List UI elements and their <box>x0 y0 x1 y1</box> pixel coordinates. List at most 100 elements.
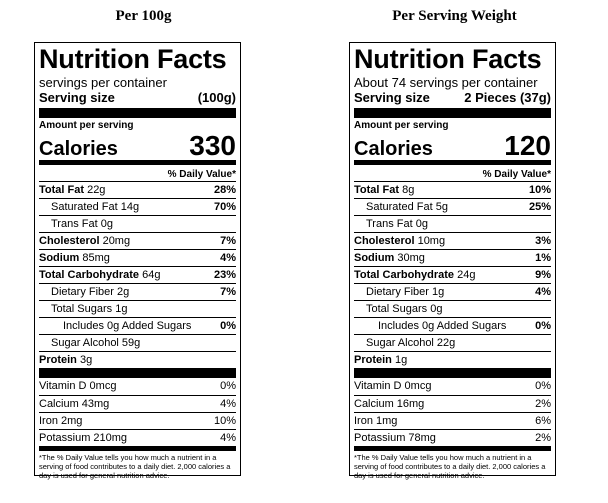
nutrient-name: Total Sugars 0g <box>366 303 443 315</box>
serving-size-value: 2 Pieces (37g) <box>464 90 551 105</box>
nutrient-row-total-sugars: Total Sugars 0g <box>354 300 551 317</box>
nutrient-row-added-sugars: Includes 0g Added Sugars 0% <box>39 317 236 334</box>
serving-size-row: Serving size 2 Pieces (37g) <box>354 90 551 105</box>
vitamin-row-vitamin-d: Vitamin D 0mcg 0% <box>354 378 551 395</box>
nutrient-row-saturated-fat: Saturated Fat 14g 70% <box>39 198 236 215</box>
nutrient-row-cholesterol: Cholesterol 10mg 3% <box>354 232 551 249</box>
vitamin-name: Iron 1mg <box>354 415 398 427</box>
calories-value: 330 <box>189 130 236 161</box>
nutrition-facts-title: Nutrition Facts <box>39 44 227 74</box>
daily-value-header: % Daily Value* <box>482 169 551 180</box>
nutrient-amount: 30mg <box>394 252 425 264</box>
nutrition-label-per-100g: Nutrition Facts servings per container S… <box>34 42 241 480</box>
nutrient-name: Protein <box>39 354 77 366</box>
serving-size-row: Serving size (100g) <box>39 90 236 105</box>
nutrient-row-sodium: Sodium 85mg 4% <box>39 249 236 266</box>
daily-value-header: % Daily Value* <box>167 169 236 180</box>
nutrient-dv: 10% <box>528 184 551 196</box>
nutrient-row-dietary-fiber: Dietary Fiber 1g 4% <box>354 283 551 300</box>
thick-divider <box>354 368 551 378</box>
calories-row: Calories 330 <box>39 130 236 161</box>
amount-per-serving: Amount per serving <box>39 120 134 131</box>
nutrient-row-total-sugars: Total Sugars 1g <box>39 300 236 317</box>
vitamin-name: Vitamin D 0mcg <box>39 380 117 392</box>
nutrient-row-dietary-fiber: Dietary Fiber 2g 7% <box>39 283 236 300</box>
nutrient-dv: 23% <box>213 269 236 281</box>
nutrient-amount: 10mg <box>414 235 446 247</box>
vitamin-dv: 4% <box>220 398 236 410</box>
vitamin-dv: 0% <box>220 380 236 392</box>
nutrient-row-saturated-fat: Saturated Fat 5g 25% <box>354 198 551 215</box>
nutrient-name: Includes 0g Added Sugars <box>378 320 507 332</box>
nutrient-row-protein: Protein 3g <box>39 351 236 368</box>
vitamin-dv: 2% <box>535 398 551 410</box>
nutrient-name: Total Fat <box>354 184 400 196</box>
nutrient-dv: 7% <box>220 235 236 247</box>
vitamin-dv: 10% <box>213 415 236 427</box>
serving-size-value: (100g) <box>197 90 236 105</box>
nutrient-dv: 0% <box>220 320 236 332</box>
nutrient-amount: 1g <box>391 354 408 366</box>
nutrient-dv: 7% <box>220 286 236 298</box>
nutrient-row-protein: Protein 1g <box>354 351 551 368</box>
serving-size-label: Serving size <box>354 90 430 105</box>
nutrient-name: Sodium <box>354 252 395 264</box>
nutrient-row-sugar-alcohol: Sugar Alcohol 59g <box>39 334 236 351</box>
vitamin-dv: 0% <box>535 380 551 392</box>
vitamin-row-iron: Iron 1mg 6% <box>354 412 551 429</box>
vitamin-row-vitamin-d: Vitamin D 0mcg 0% <box>39 378 236 395</box>
nutrient-row-total-fat: Total Fat 22g 28% <box>39 181 236 198</box>
nutrient-name: Sodium <box>39 252 80 264</box>
nutrient-amount: 20mg <box>99 235 131 247</box>
medium-divider <box>354 160 551 165</box>
nutrient-amount: 8g <box>399 184 415 196</box>
nutrient-row-trans-fat: Trans Fat 0g <box>354 215 551 232</box>
amount-per-serving: Amount per serving <box>354 120 449 131</box>
vitamin-name: Iron 2mg <box>39 415 83 427</box>
nutrient-name: Trans Fat 0g <box>366 218 428 230</box>
panel-heading-per-serving: Per Serving Weight <box>392 8 517 24</box>
nutrition-label-per-serving: Nutrition Facts About 74 servings per co… <box>349 42 556 480</box>
thick-divider <box>354 108 551 118</box>
vitamin-row-potassium: Potassium 210mg 4% <box>39 429 236 446</box>
nutrient-amount: 24g <box>454 269 476 281</box>
nutrient-name: Protein <box>354 354 392 366</box>
nutrient-name: Includes 0g Added Sugars <box>63 320 192 332</box>
vitamin-name: Calcium 43mg <box>39 398 110 410</box>
nutrient-dv: 9% <box>535 269 551 281</box>
thick-divider <box>39 368 236 378</box>
nutrient-dv: 3% <box>535 235 551 247</box>
vitamin-row-iron: Iron 2mg 10% <box>39 412 236 429</box>
vitamin-name: Potassium 78mg <box>354 432 436 444</box>
nutrient-name: Total Carbohydrate <box>39 269 140 281</box>
nutrient-name: Dietary Fiber 2g <box>51 286 130 298</box>
nutrient-name: Total Sugars 1g <box>51 303 128 315</box>
nutrient-name: Sugar Alcohol 59g <box>51 337 141 349</box>
nutrient-name: Cholesterol <box>354 235 415 247</box>
nutrient-name: Dietary Fiber 1g <box>366 286 445 298</box>
nutrient-name: Saturated Fat 14g <box>51 201 140 213</box>
vitamin-row-calcium: Calcium 16mg 2% <box>354 395 551 412</box>
panel-heading-per-100g: Per 100g <box>115 8 172 24</box>
daily-value-footnote: *The % Daily Value tells you how much a … <box>39 446 236 480</box>
nutrient-row-trans-fat: Trans Fat 0g <box>39 215 236 232</box>
servings-per-container: About 74 servings per container <box>354 75 538 90</box>
vitamin-row-potassium: Potassium 78mg 2% <box>354 429 551 446</box>
nutrient-amount: 85mg <box>79 252 110 264</box>
nutrient-dv: 70% <box>213 201 236 213</box>
nutrient-dv: 0% <box>535 320 551 332</box>
vitamin-name: Vitamin D 0mcg <box>354 380 432 392</box>
vitamin-dv: 2% <box>535 432 551 444</box>
daily-value-footnote: *The % Daily Value tells you how much a … <box>354 446 551 480</box>
vitamin-row-calcium: Calcium 43mg 4% <box>39 395 236 412</box>
nutrient-row-total-fat: Total Fat 8g 10% <box>354 181 551 198</box>
nutrient-name: Cholesterol <box>39 235 100 247</box>
vitamin-name: Potassium 210mg <box>39 432 128 444</box>
vitamin-dv: 6% <box>535 415 551 427</box>
nutrient-dv: 4% <box>535 286 551 298</box>
calories-row: Calories 120 <box>354 132 551 161</box>
nutrient-row-total-carbohydrate: Total Carbohydrate 24g 9% <box>354 266 551 283</box>
nutrient-amount: 3g <box>76 354 93 366</box>
nutrient-name: Trans Fat 0g <box>51 218 113 230</box>
nutrient-amount: 22g <box>84 184 106 196</box>
